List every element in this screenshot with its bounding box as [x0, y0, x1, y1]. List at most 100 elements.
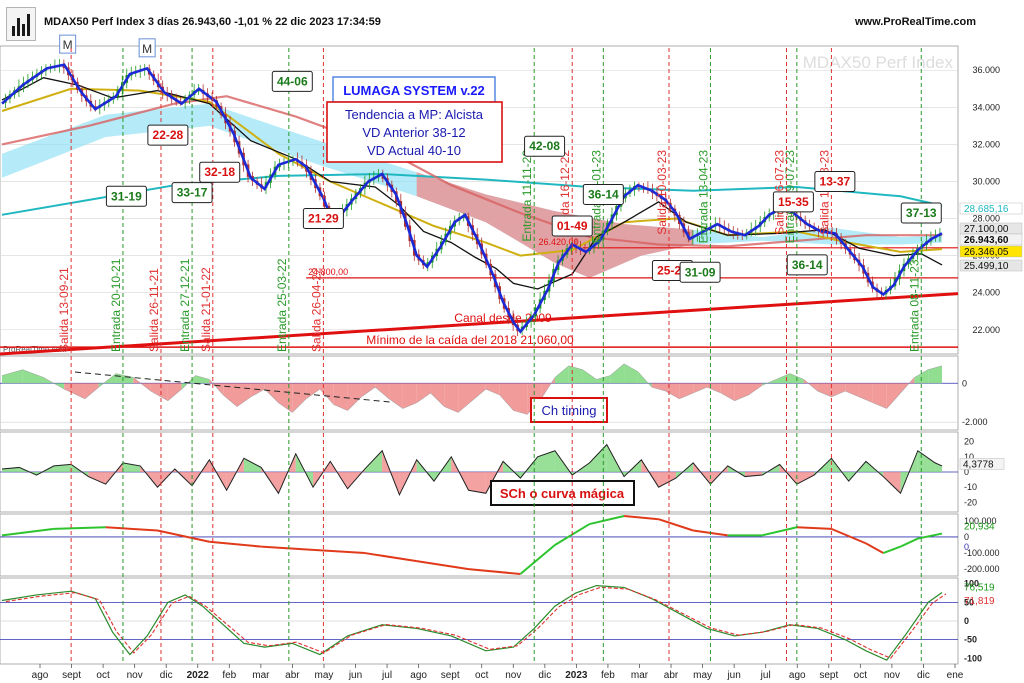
score-box — [302, 208, 344, 230]
ch-timing-area — [485, 383, 500, 395]
ind2-tick: -20 — [964, 497, 977, 507]
score-box — [772, 191, 814, 213]
momentum-segment — [312, 548, 365, 555]
signal-label: Salida 16-08-23 — [817, 150, 831, 235]
ind2-value: 4,3778 — [963, 459, 994, 470]
momentum-segment — [917, 532, 943, 540]
score-box — [524, 135, 566, 157]
sch-area — [122, 462, 141, 472]
signal-label: Entrada 08-11-23 — [907, 259, 921, 352]
momentum-segment — [519, 544, 556, 575]
watermark: MDAX50 Perf Index — [803, 53, 954, 72]
momentum-segment — [468, 568, 521, 575]
top-marker-box — [59, 34, 77, 54]
x-tick-label: feb — [222, 670, 236, 681]
x-tick-label: sept — [441, 670, 460, 681]
ind3-tick: -200.000 — [964, 564, 1000, 574]
price-axis-label: 25.499,10 — [964, 261, 1009, 272]
axis-layer: 36.00034.00032.00030.00028.00026.00024.0… — [32, 65, 1023, 681]
ch-timing-area — [458, 383, 472, 413]
ch-timing-area — [402, 383, 417, 409]
x-tick-label: 2022 — [187, 670, 210, 681]
ch-timing-area — [84, 383, 99, 399]
sch-area — [364, 450, 383, 472]
ch-timing-area — [333, 383, 348, 411]
candle-body — [62, 65, 66, 69]
level-label: 26.420,00 — [539, 237, 579, 247]
x-tick-label: dic — [917, 670, 930, 681]
price-layer: 26.420,00 24.800,00 Mínimo de la caída del… — [0, 34, 959, 356]
signal-label: Salida 26-11-21 — [147, 268, 161, 352]
ch-timing-area — [513, 383, 528, 415]
score-box — [786, 254, 828, 276]
top-marker: M — [142, 42, 152, 56]
sch-area — [675, 462, 694, 479]
ch-timing-area — [472, 383, 486, 401]
score-box-label: 13-37 — [820, 174, 851, 188]
signal-label: Entrada 13-04-23 — [696, 150, 710, 244]
divergence-line — [74, 371, 391, 403]
info-box-line-1: Tendencia a MP: Alcista — [345, 107, 484, 122]
ch-timing-area — [292, 383, 307, 413]
x-tick-label: jul — [760, 670, 771, 681]
ch-timing-area — [693, 383, 707, 393]
sch-area — [589, 444, 607, 472]
ch-timing-area — [167, 383, 182, 401]
price-tick-label: 28.000 — [972, 214, 1000, 224]
score-box — [271, 70, 313, 92]
momentum-segment — [589, 515, 625, 526]
momentum-segment — [53, 526, 106, 530]
indicator-1-layer: Ch timing — [0, 363, 958, 423]
ch-timing-area — [499, 383, 514, 411]
x-tick-label: ago — [789, 670, 806, 681]
sch-area — [693, 462, 711, 485]
ind4-value: 76,519 — [964, 582, 995, 593]
ind4-tick: 0 — [964, 616, 969, 626]
ch-timing-area — [264, 383, 279, 403]
ind3-tick: 0 — [964, 532, 969, 542]
channel-line — [0, 292, 959, 356]
score-box — [582, 183, 624, 205]
momentum-segment — [1, 527, 54, 537]
info-box-title: LUMAGA SYSTEM v.22 — [343, 83, 485, 98]
ind2-tick: 20 — [964, 437, 974, 447]
ch-timing-area — [389, 383, 403, 409]
x-tick-label: nov — [505, 670, 521, 681]
price-axis-label: 27.100,00 — [964, 224, 1009, 235]
score-box-label: 36-14 — [588, 187, 619, 201]
sch-area — [226, 458, 244, 491]
score-box — [551, 215, 593, 237]
indicator-panel-3[interactable] — [0, 513, 959, 577]
sch-area — [917, 450, 936, 472]
sch-area — [88, 472, 106, 485]
ch-timing-area — [748, 383, 763, 395]
ind3-value: 20,934 — [964, 522, 995, 533]
indicator-2-layer: SCh o curva mágica — [0, 443, 958, 506]
ch-timing-area — [886, 383, 901, 409]
score-box-label: 22-28 — [153, 128, 184, 142]
ch-timing-area — [817, 383, 832, 397]
ch-timing-label: Ch timing — [542, 403, 597, 418]
ch-timing-area — [872, 383, 887, 409]
ind4-tick: -100 — [964, 653, 982, 663]
sch-area — [53, 464, 72, 472]
x-tick-label: oct — [475, 670, 489, 681]
price-axis-tag — [959, 259, 1023, 272]
indicator-3-layer — [0, 515, 958, 575]
x-tick-label: sept — [819, 670, 838, 681]
signal-label: Entrada 25-03-22 — [275, 258, 289, 352]
ch-timing-area — [831, 383, 846, 397]
momentum-segment — [658, 518, 694, 532]
candle-body — [462, 216, 466, 218]
mid-avg-line — [1, 87, 943, 257]
momentum-segment — [900, 537, 919, 548]
x-tick-label: ago — [410, 670, 427, 681]
x-tick-label: oct — [96, 670, 110, 681]
x-tick-label: mar — [252, 670, 270, 681]
price-tick-label: 34.000 — [972, 102, 1000, 112]
score-box-label: 21-29 — [308, 212, 339, 226]
ind2-tick: -10 — [964, 482, 977, 492]
price-axis-tag — [959, 202, 1023, 215]
momentum-segment — [105, 526, 158, 532]
